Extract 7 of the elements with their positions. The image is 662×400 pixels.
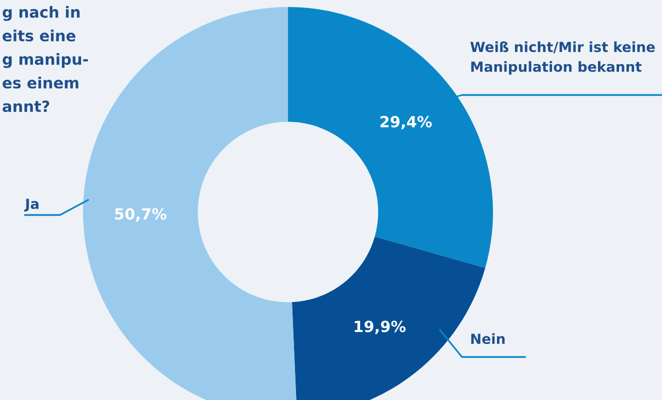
slice-label: Nein (471, 333, 505, 344)
slice-label: Ja (24, 198, 38, 212)
text: g nach in eits eine g manipu- es einem annt? (2, 6, 88, 112)
data-label: 19,9% (354, 320, 406, 334)
data-label: 29,4% (380, 116, 432, 130)
data-label: 50,7% (115, 208, 166, 222)
slice-label: Weiß nicht/Mir ist keine Manipulation bekannt (470, 41, 655, 75)
